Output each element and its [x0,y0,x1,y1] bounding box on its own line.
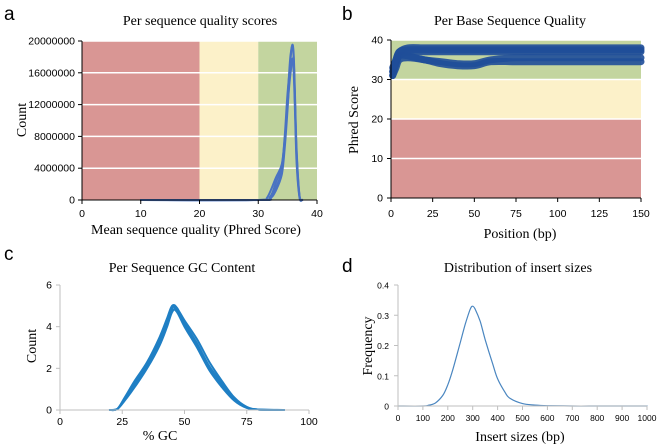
x-tick-label-d-6: 600 [540,413,554,423]
x-tick-label-d-0: 0 [396,413,401,423]
x-tick-label-a-1: 10 [135,208,147,220]
y-tick-label-a-1: 4000000 [34,163,75,175]
axes-c [59,285,309,411]
series-group-c [108,303,286,412]
x-axis-label-c: % GC [143,429,178,444]
y-tick-label-c-3: 6 [46,280,52,292]
chart-title-a: Per sequence quality scores [123,14,277,29]
x-tick-label-d-9: 900 [615,413,629,423]
x-tick-label-c-4: 100 [300,416,318,428]
x-tick-label-d-10: 1000 [638,413,657,423]
y-tick-label-a-0: 0 [69,195,75,207]
panel-a: a Per sequence quality scores 0 10 20 30 400… [4,4,323,238]
chart-title-d: Distribution of insert sizes [444,261,592,276]
x-tick-label-b-3: 75 [510,208,522,220]
series-line-c-sample4 [108,308,286,412]
chart-title-c: Per Sequence GC Content [109,261,256,276]
x-tick-label-a-3: 30 [252,208,264,220]
panel-d: d Distribution of insert sizes 0 100 200 30… [342,256,657,444]
quality-zones-a [82,41,317,200]
x-tick-label-d-3: 300 [466,413,480,423]
gridlines-b [391,39,641,160]
y-tick-label-a-2: 8000000 [34,131,75,143]
panel-letter-a: a [4,4,15,25]
x-axis-label-a: Mean sequence quality (Phred Score) [91,223,301,238]
tick-labels-b: 0 25 50 75 100 125 150 0 10 20 30 40 [371,35,650,221]
zone-bad-a [82,41,200,200]
series-group-b [389,44,645,79]
axes-d [397,285,647,407]
tick-labels-d: 0 100 200 300 400 500 600 700 800 900 1000 0 0.1 0.2 0… [377,281,657,424]
x-tick-label-b-0: 0 [388,208,394,220]
y-tick-label-d-4: 0.4 [377,281,389,291]
panel-letter-c: c [4,244,14,265]
y-tick-label-b-2: 20 [371,114,383,126]
y-axis-label-c: Count [25,329,40,363]
x-tick-label-d-5: 500 [515,413,529,423]
x-axis-label-b: Position (bp) [484,227,557,242]
x-tick-label-b-5: 125 [591,208,609,220]
x-axis-label-d: Insert sizes (bp) [475,430,565,444]
x-tick-label-a-0: 0 [79,208,85,220]
y-axis-label-b: Phred Score [347,86,362,154]
x-tick-label-b-1: 25 [427,208,439,220]
panel-letter-b: b [342,4,353,25]
y-axis-label-d: Frequency [361,316,376,375]
x-tick-label-c-2: 50 [179,416,191,428]
y-tick-label-c-0: 0 [46,405,52,417]
x-tick-label-c-3: 75 [241,416,253,428]
x-tick-label-c-0: 0 [57,416,63,428]
y-tick-label-d-3: 0.3 [377,311,389,321]
y-tick-label-b-3: 30 [371,74,383,86]
x-tick-label-b-4: 100 [549,208,567,220]
x-tick-label-d-7: 700 [565,413,579,423]
chart-title-b: Per Base Sequence Quality [434,14,586,29]
zone-warn-a [199,41,259,200]
x-tick-label-d-4: 400 [491,413,505,423]
y-tick-label-d-0: 0 [384,402,389,412]
gridlines-a [82,40,317,169]
y-tick-label-d-2: 0.2 [377,341,389,351]
x-tick-label-a-4: 40 [311,208,323,220]
y-tick-label-d-1: 0.1 [377,371,389,381]
x-tick-label-d-8: 800 [590,413,604,423]
x-tick-label-d-2: 200 [441,413,455,423]
panel-b: b Per Base Sequence Quality 0 25 50 75 100 12… [342,4,650,242]
y-tick-label-a-4: 16000000 [28,67,75,79]
y-tick-label-b-1: 10 [371,153,383,165]
x-tick-label-c-1: 25 [116,416,128,428]
series-line-c-sample3 [108,307,286,411]
series-line-c-sample2 [108,303,286,412]
series-line-b-sample5 [389,46,645,72]
y-tick-label-a-5: 20000000 [28,36,75,48]
panel-letter-d: d [342,256,353,277]
y-tick-label-b-0: 0 [377,193,383,205]
series-group-a [139,43,304,202]
panel-c: c Per Sequence GC Content 0 25 50 75 100 0 2 4 6… [4,244,318,444]
tick-labels-a: 0 10 20 30 40 0 4000000 8000000 12000000 16000000… [28,36,323,221]
x-tick-label-a-2: 20 [194,208,206,220]
series-line-c-sample1 [108,305,286,412]
y-axis-label-a: Count [15,103,30,137]
y-tick-label-a-3: 12000000 [28,99,75,111]
y-tick-label-b-4: 40 [371,35,383,47]
x-tick-label-b-6: 150 [632,208,650,220]
x-tick-label-d-1: 100 [416,413,430,423]
series-line-d-insert sizes [397,305,648,407]
y-tick-label-c-2: 4 [46,321,52,333]
tick-labels-c: 0 25 50 75 100 0 2 4 6 [46,280,318,429]
series-group-d [397,305,648,407]
y-tick-label-c-1: 2 [46,363,52,375]
zone-warn-b [391,79,641,119]
x-tick-label-b-2: 50 [468,208,480,220]
